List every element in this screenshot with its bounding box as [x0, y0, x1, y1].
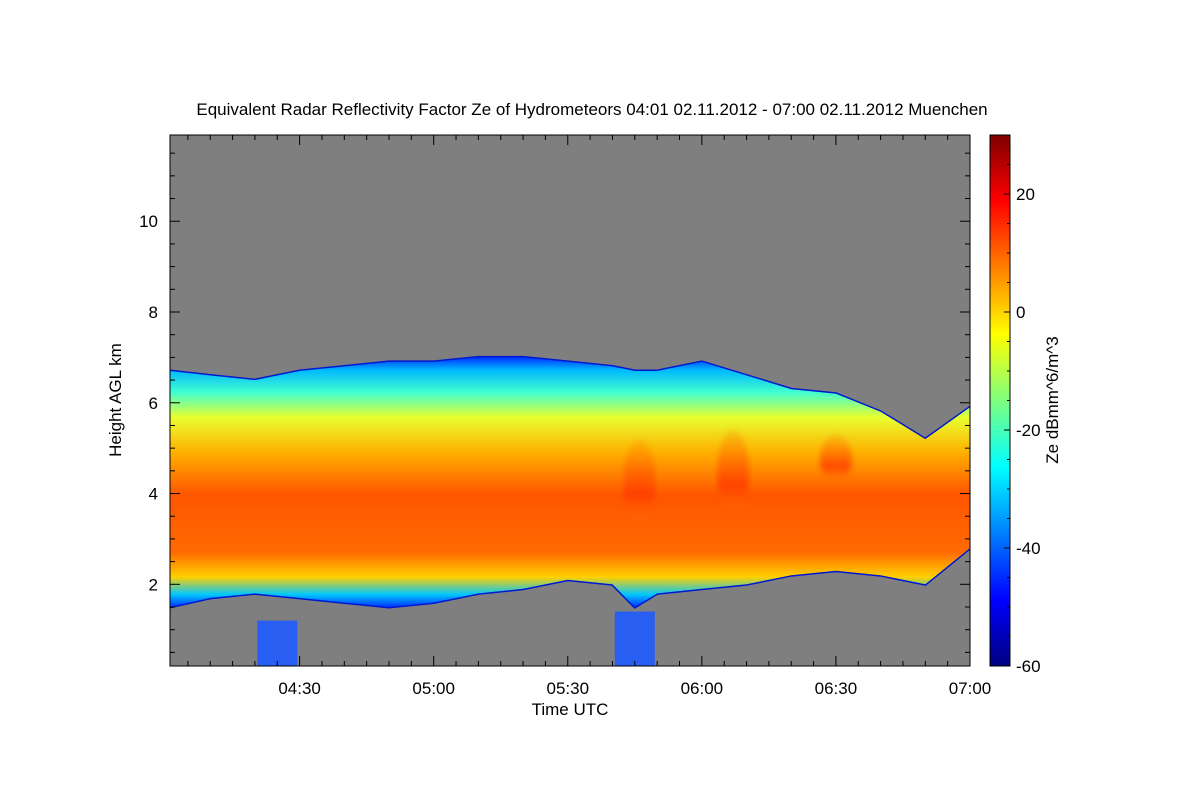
cloud-layer: [170, 357, 970, 607]
y-axis: 2 4 6 8 10: [139, 152, 970, 653]
y-axis-label: Height AGL km: [106, 343, 125, 457]
x-tick-label: 06:00: [681, 679, 724, 698]
x-tick-label: 06:30: [815, 679, 858, 698]
colorbar-ticks: 20 0 -20 -40 -60: [1004, 134, 1041, 676]
x-axis: 04:30 05:00 05:30 06:00 06:30 07:00: [187, 135, 992, 698]
reflectivity-core-3: [819, 434, 852, 485]
y-tick-label: 10: [139, 212, 158, 231]
chart-title: Equivalent Radar Reflectivity Factor Ze …: [196, 100, 987, 119]
colorbar-tick-label: 0: [1016, 303, 1025, 322]
x-tick-label: 07:00: [949, 679, 992, 698]
x-tick-label: 04:30: [278, 679, 321, 698]
fall-streak-2: [614, 611, 655, 666]
y-tick-label: 6: [149, 394, 158, 413]
x-tick-label: 05:30: [546, 679, 589, 698]
y-tick-label: 4: [149, 485, 158, 504]
plot-frame: [169, 134, 971, 667]
reflectivity-core-2: [717, 430, 750, 517]
colorbar-label: Ze dBmm^6/m^3: [1043, 336, 1062, 463]
x-tick-label: 05:00: [412, 679, 455, 698]
colorbar-tick-label: -60: [1016, 657, 1041, 676]
colorbar-tick-label: -40: [1016, 539, 1041, 558]
x-axis-label: Time UTC: [532, 700, 609, 719]
colorbar-tick-label: -20: [1016, 421, 1041, 440]
reflectivity-core-1: [623, 439, 656, 526]
y-tick-label: 8: [149, 303, 158, 322]
colorbar-tick-label: 20: [1016, 185, 1035, 204]
fall-streak-1: [257, 620, 298, 666]
reflectivity-field: [170, 355, 970, 666]
y-tick-label: 2: [149, 575, 158, 594]
